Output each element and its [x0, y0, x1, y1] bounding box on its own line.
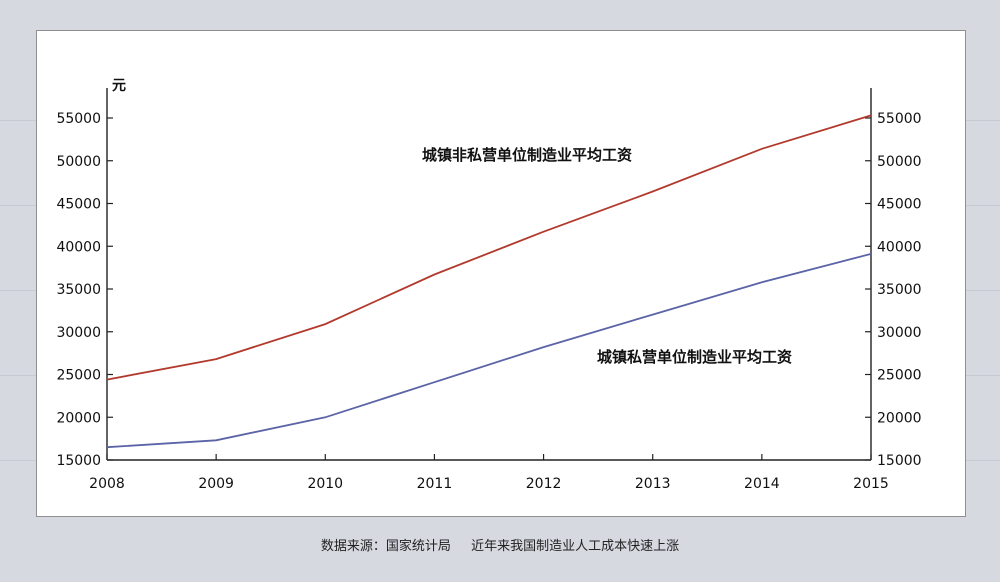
series-line-1: [106, 114, 872, 381]
y-tick-label-right: 35000: [877, 282, 922, 298]
series-label-2: 城镇私营单位制造业平均工资: [597, 348, 792, 366]
x-tick-label: 2015: [853, 476, 889, 492]
y-tick-label-left: 45000: [56, 197, 101, 213]
y-tick-label-left: 20000: [56, 410, 101, 426]
y-tick-label-right: 55000: [877, 111, 922, 127]
y-tick-label-right: 15000: [877, 453, 922, 469]
x-tick-label: 2008: [89, 476, 125, 492]
caption-source: 数据来源：国家统计局: [320, 539, 451, 554]
y-tick-label-right: 20000: [877, 410, 922, 426]
y-tick-label-right: 30000: [877, 325, 922, 341]
y-tick-label-left: 35000: [56, 282, 101, 298]
x-tick-label: 2009: [198, 476, 234, 492]
series-label-1: 城镇非私营单位制造业平均工资: [422, 146, 632, 164]
series-line-2: [106, 253, 872, 449]
y-tick-label-left: 30000: [56, 325, 101, 341]
y-tick-label-left: 25000: [56, 368, 101, 384]
figure-caption: 数据来源：国家统计局 近年来我国制造业人工成本快速上涨: [0, 535, 1000, 554]
y-tick-label-right: 40000: [877, 239, 922, 255]
x-tick-label: 2010: [307, 476, 343, 492]
y-tick-label-right: 45000: [877, 197, 922, 213]
x-tick-label: 2011: [417, 476, 453, 492]
y-tick-label-right: 25000: [877, 368, 922, 384]
y-tick-label-right: 50000: [877, 154, 922, 170]
y-tick-label-left: 40000: [56, 239, 101, 255]
y-tick-label-left: 15000: [56, 453, 101, 469]
y-axis-unit-label: 元: [112, 78, 126, 94]
x-tick-label: 2014: [744, 476, 780, 492]
x-tick-label: 2012: [526, 476, 562, 492]
x-tick-label: 2013: [635, 476, 671, 492]
y-tick-label-left: 55000: [56, 111, 101, 127]
caption-title: 近年来我国制造业人工成本快速上涨: [471, 539, 680, 554]
y-tick-label-left: 50000: [56, 154, 101, 170]
chart-panel: [36, 30, 966, 517]
